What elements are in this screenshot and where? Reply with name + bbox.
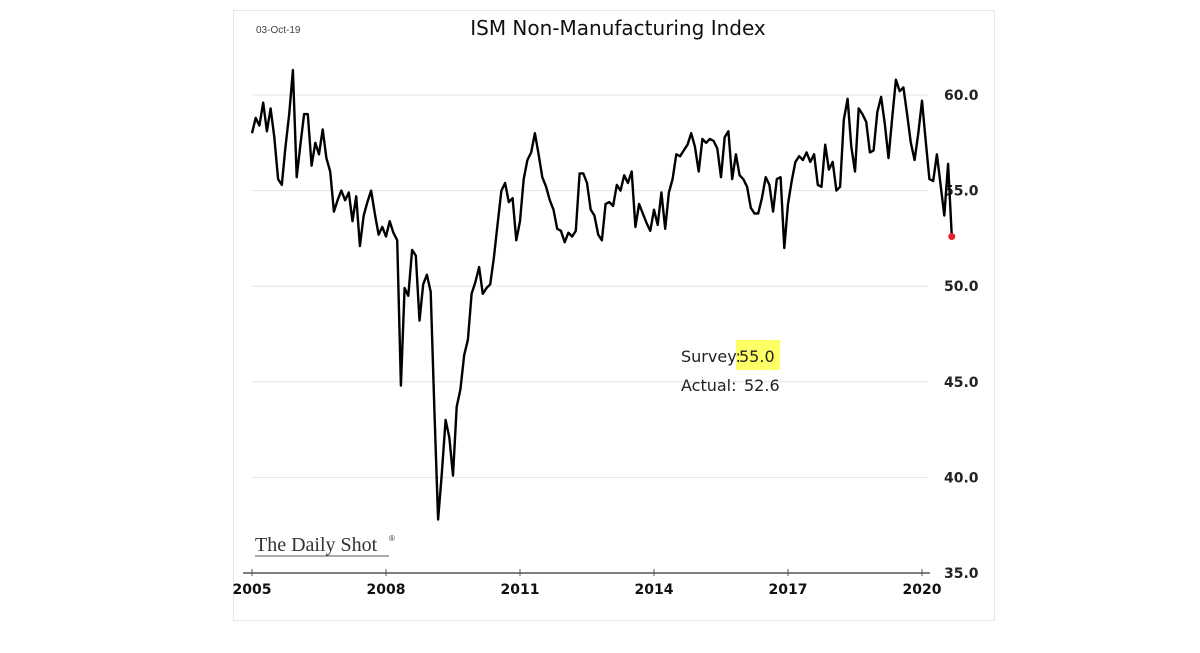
y-tick-label: 45.0 [944,375,979,391]
x-tick-label: 2005 [233,582,272,598]
y-tick-label: 35.0 [944,566,979,582]
x-tick-label: 2008 [367,582,406,598]
actual-value: 52.6 [744,376,780,395]
actual-label: Actual: [681,376,737,395]
series-group [250,68,956,521]
survey-label: Survey: [681,347,741,366]
survey-value: 55.0 [739,347,775,366]
last-point-marker [948,232,956,240]
x-tick-label: 2017 [769,582,808,598]
survey-annotation: Survey: 55.0 Actual: 52.6 [681,340,780,395]
y-tick-label: 40.0 [944,470,979,486]
x-axis: 2005 2008 2011 2014 2017 2020 [233,569,942,598]
y-tick-label: 55.0 [944,184,979,200]
x-tick-label: 2014 [635,582,674,598]
x-tick-label: 2020 [903,582,942,598]
x-tick-label: 2011 [501,582,540,598]
survey-highlight [736,340,780,370]
chart-title: ISM Non-Manufacturing Index [470,16,766,40]
chart-frame [233,10,995,621]
source-logo: The Daily Shot ® [255,534,395,557]
source-mark: ® [389,534,395,543]
y-tick-label: 50.0 [944,279,979,295]
y-tick-label: 60.0 [944,88,979,104]
gridlines [252,94,928,478]
source-label: The Daily Shot [255,534,378,556]
chart-date-label: 03-Oct-19 [256,25,301,36]
y-axis-ticks: 60.0 55.0 50.0 45.0 40.0 35.0 [944,88,979,582]
series-line [250,68,953,521]
